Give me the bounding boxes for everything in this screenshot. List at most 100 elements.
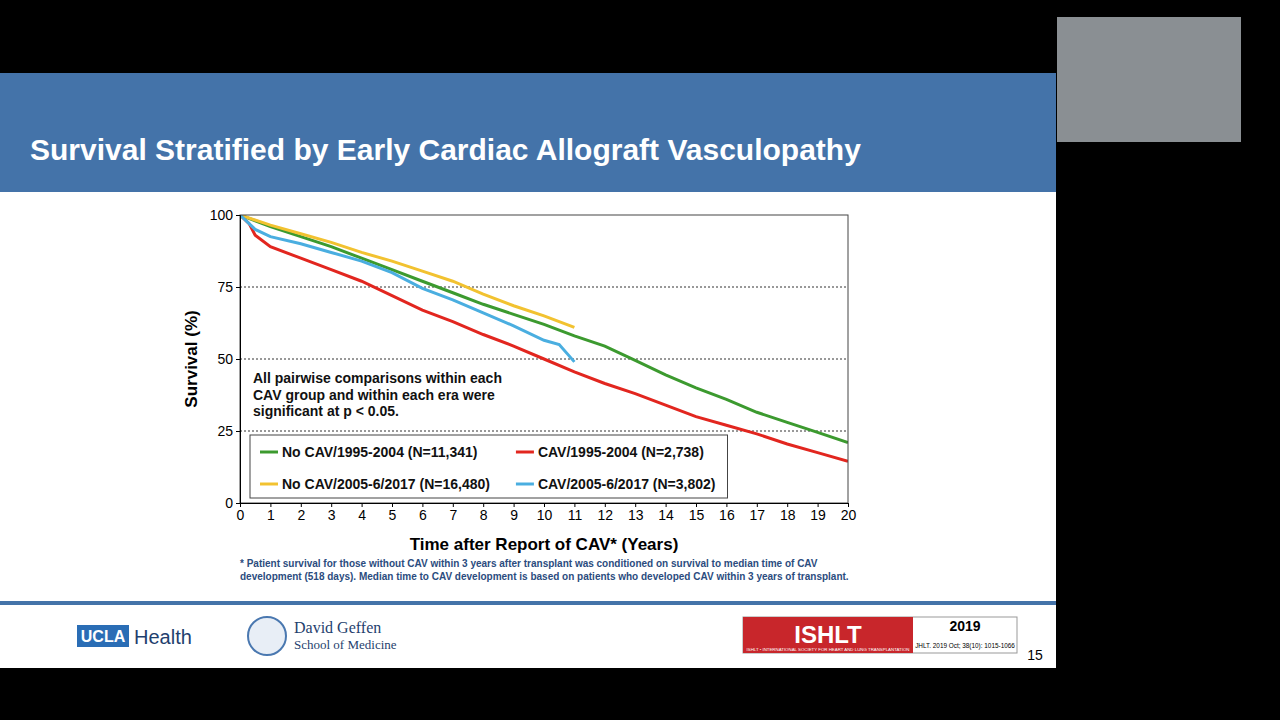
y-tick-label: 100	[210, 207, 234, 223]
slide-title: Survival Stratified by Early Cardiac All…	[30, 133, 861, 166]
y-tick-mark	[236, 431, 240, 432]
x-tick: 14	[658, 503, 674, 523]
legend-label: CAV/1995-2004 (N=2,738)	[538, 444, 704, 460]
slide-background	[0, 73, 1056, 668]
badge-year: 2019	[949, 618, 980, 634]
x-tick-label: 3	[328, 507, 336, 523]
x-tick: 16	[719, 503, 735, 523]
legend-swatch	[516, 483, 534, 486]
footnote: development (518 days). Median time to C…	[240, 571, 849, 582]
y-tick: 0	[225, 495, 240, 511]
y-tick-label: 50	[217, 351, 233, 367]
x-tick-label: 6	[419, 507, 427, 523]
x-tick-label: 16	[719, 507, 735, 523]
x-tick: 18	[780, 503, 796, 523]
x-axis-title: Time after Report of CAV* (Years)	[410, 535, 679, 554]
grid-line	[240, 287, 848, 288]
plot-lines	[240, 215, 848, 461]
y-axis: 0 25 50 75 100	[210, 207, 241, 511]
legend-label: No CAV/1995-2004 (N=11,341)	[282, 444, 477, 460]
legend-swatch	[260, 483, 278, 486]
x-tick: 9	[510, 503, 518, 523]
legend: No CAV/1995-2004 (N=11,341) CAV/1995-2004…	[250, 435, 728, 498]
x-tick-label: 18	[780, 507, 796, 523]
y-tick: 75	[217, 279, 240, 295]
badge-logo: ISHLT	[794, 621, 862, 648]
y-tick-mark	[236, 359, 240, 360]
badge-red	[743, 617, 913, 653]
y-tick: 25	[217, 423, 240, 439]
y-tick: 100	[210, 207, 240, 223]
x-tick-label: 2	[297, 507, 305, 523]
legend-box	[250, 435, 728, 498]
ucla-logo: UCLA	[81, 628, 126, 645]
legend-label: No CAV/2005-6/2017 (N=16,480)	[282, 476, 490, 492]
legend-swatch	[516, 451, 534, 454]
x-tick-label: 1	[267, 507, 275, 523]
x-tick-label: 14	[658, 507, 674, 523]
y-tick-mark	[236, 215, 240, 216]
x-tick-label: 5	[389, 507, 397, 523]
x-tick-label: 4	[358, 507, 366, 523]
ucla-box	[77, 625, 129, 647]
annotation: All pairwise comparisons within each	[253, 370, 502, 386]
series-line	[240, 215, 848, 443]
x-tick: 0	[237, 503, 245, 523]
header-band	[0, 73, 1056, 192]
citation: JHLT. 2019 Oct; 38(10): 1015-1066	[915, 642, 1015, 650]
x-tick-label: 17	[750, 507, 766, 523]
x-tick: 10	[537, 503, 553, 523]
x-tick: 17	[750, 503, 766, 523]
x-tick: 4	[358, 503, 366, 523]
page: Survival Stratified by Early Cardiac All…	[0, 0, 1280, 720]
x-axis: 01234567891011121314151617181920	[237, 503, 857, 523]
plot-frame	[240, 215, 848, 503]
x-tick: 2	[297, 503, 305, 523]
x-tick: 3	[328, 503, 336, 523]
x-tick-label: 8	[480, 507, 488, 523]
x-tick-label: 9	[510, 507, 518, 523]
y-tick-label: 0	[225, 495, 233, 511]
x-tick: 1	[267, 503, 275, 523]
school-seal	[248, 617, 286, 655]
legend-swatch	[260, 451, 278, 454]
y-tick: 50	[217, 351, 240, 367]
x-tick: 20	[841, 503, 857, 523]
x-tick: 12	[598, 503, 614, 523]
x-tick-label: 10	[537, 507, 553, 523]
y-axis-line	[236, 216, 241, 504]
x-tick-label: 0	[237, 507, 245, 523]
x-tick: 11	[568, 503, 583, 523]
badge-org: ISHLT • INTERNATIONAL SOCIETY FOR HEART …	[747, 647, 910, 652]
webcam-thumbnail	[1057, 17, 1241, 142]
y-tick-label: 25	[217, 423, 233, 439]
grid-line	[240, 431, 848, 432]
annotation: CAV group and within each era were	[253, 387, 495, 403]
x-tick-label: 7	[449, 507, 457, 523]
page-number: 15	[1027, 647, 1043, 663]
badge-frame	[743, 617, 1017, 653]
x-tick: 6	[419, 503, 427, 523]
series-line	[240, 215, 848, 461]
y-axis-title: Survival (%)	[182, 310, 201, 407]
annotation: significant at p < 0.05.	[253, 403, 399, 419]
x-tick: 7	[449, 503, 457, 523]
x-tick-label: 20	[841, 507, 857, 523]
x-tick-label: 13	[628, 507, 644, 523]
series-line	[240, 215, 574, 327]
x-tick-label: 11	[568, 507, 583, 523]
x-tick: 8	[480, 503, 488, 523]
school-name: School of Medicine	[294, 637, 397, 652]
y-tick-label: 75	[217, 279, 233, 295]
school-name: David Geffen	[294, 619, 381, 636]
x-tick: 19	[810, 503, 826, 523]
series-line	[240, 215, 574, 362]
footer-rule	[0, 601, 1056, 605]
x-tick-label: 15	[689, 507, 705, 523]
x-tick: 15	[689, 503, 705, 523]
legend-label: CAV/2005-6/2017 (N=3,802)	[538, 476, 716, 492]
footnote: * Patient survival for those without CAV…	[240, 558, 818, 569]
y-tick-mark	[236, 503, 240, 504]
x-tick-label: 19	[810, 507, 826, 523]
x-tick: 5	[389, 503, 397, 523]
